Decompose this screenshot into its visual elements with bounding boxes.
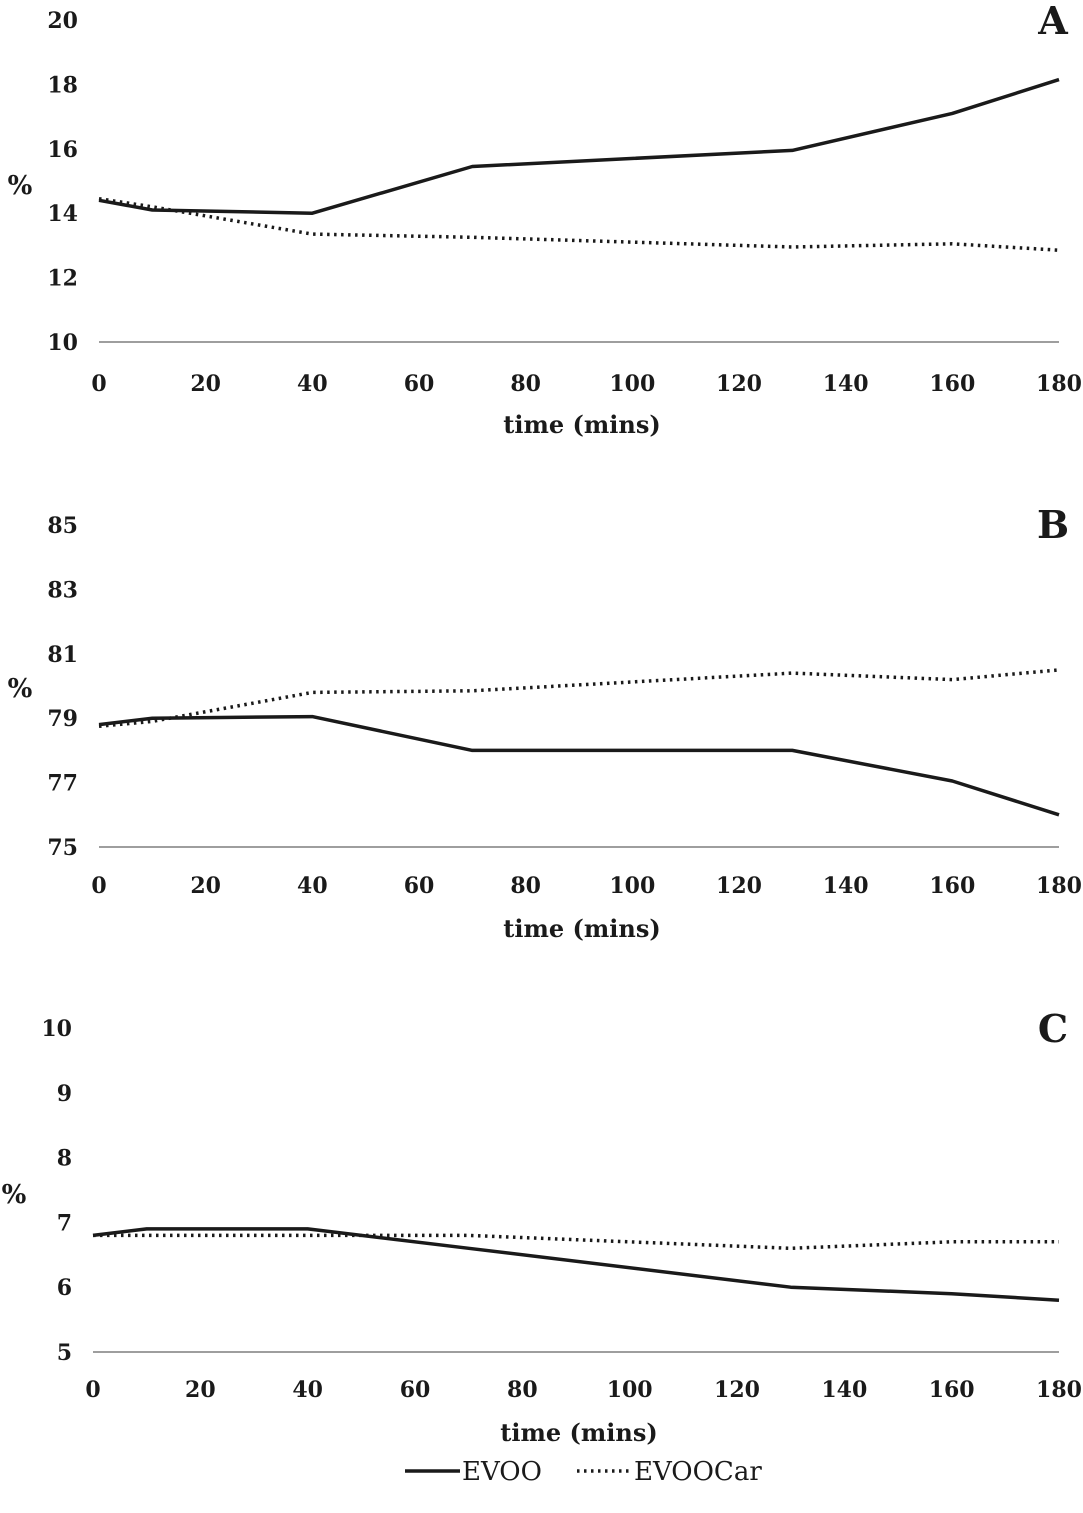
x-tick-label: 160 bbox=[929, 371, 975, 397]
y-tick-label: 75 bbox=[47, 835, 78, 861]
y-tick-label: 6 bbox=[57, 1275, 72, 1301]
series-line-evoocar bbox=[98, 196, 1060, 252]
panel-b: 75 77 79 81 83 85 0 20 40 60 80 100 120 140 160 180 time… bbox=[8, 502, 1082, 943]
x-tick-label: 180 bbox=[1036, 873, 1082, 899]
y-tick-label: 14 bbox=[47, 201, 78, 227]
y-tick-label: 18 bbox=[47, 72, 78, 98]
x-tick-label: 120 bbox=[714, 1377, 760, 1403]
x-tick-label: 40 bbox=[297, 371, 328, 397]
x-tick-label: 100 bbox=[607, 1377, 653, 1403]
legend-label-evoo: EVOO bbox=[462, 1457, 542, 1487]
panel-letter: C bbox=[1038, 1006, 1068, 1051]
panel-a: 10 12 14 16 18 20 0 20 40 60 80 100 120 140 160 180 time… bbox=[8, 0, 1082, 439]
y-tick-label: 79 bbox=[47, 706, 78, 732]
x-tick-label: 120 bbox=[716, 371, 762, 397]
x-tick-label: 40 bbox=[292, 1377, 323, 1403]
x-tick-label: 80 bbox=[507, 1377, 538, 1403]
x-tick-label: 20 bbox=[190, 371, 221, 397]
y-tick-label: 8 bbox=[57, 1146, 72, 1172]
y-tick-label: 83 bbox=[47, 577, 78, 603]
series-line-evoocar bbox=[93, 1233, 1059, 1251]
x-tick-label: 100 bbox=[609, 371, 655, 397]
series-line-evoo bbox=[98, 714, 1060, 817]
x-tick-label: 40 bbox=[297, 873, 328, 899]
y-tick-label: 10 bbox=[47, 330, 78, 356]
y-tick-label: 81 bbox=[47, 642, 78, 668]
x-tick-label: 140 bbox=[823, 873, 869, 899]
x-tick-label: 180 bbox=[1036, 371, 1082, 397]
series-line-evoo bbox=[92, 1227, 1060, 1302]
y-axis-title: % bbox=[8, 171, 33, 201]
x-tick-label: 0 bbox=[91, 873, 106, 899]
y-tick-label: 20 bbox=[47, 8, 78, 34]
x-tick-label: 140 bbox=[821, 1377, 867, 1403]
x-tick-label: 180 bbox=[1036, 1377, 1082, 1403]
y-tick-label: 9 bbox=[57, 1081, 72, 1107]
x-tick-label: 20 bbox=[185, 1377, 216, 1403]
legend-label-evoocar: EVOOCar bbox=[634, 1457, 762, 1487]
x-tick-label: 60 bbox=[404, 371, 435, 397]
x-axis-title: time (mins) bbox=[503, 410, 660, 439]
series-line-evoo bbox=[98, 77, 1060, 215]
x-tick-label: 0 bbox=[91, 371, 106, 397]
x-tick-label: 120 bbox=[716, 873, 762, 899]
y-tick-label: 77 bbox=[47, 771, 78, 797]
x-tick-label: 20 bbox=[190, 873, 221, 899]
x-tick-label: 60 bbox=[404, 873, 435, 899]
x-tick-label: 0 bbox=[85, 1377, 100, 1403]
y-axis-title: % bbox=[8, 674, 33, 704]
y-tick-label: 85 bbox=[47, 513, 78, 539]
x-tick-label: 80 bbox=[510, 371, 541, 397]
x-axis-title: time (mins) bbox=[500, 1418, 657, 1447]
x-tick-label: 100 bbox=[609, 873, 655, 899]
x-tick-label: 80 bbox=[510, 873, 541, 899]
x-tick-label: 60 bbox=[400, 1377, 431, 1403]
x-tick-label: 160 bbox=[929, 1377, 975, 1403]
y-tick-label: 10 bbox=[41, 1016, 72, 1042]
panel-letter: A bbox=[1037, 0, 1068, 43]
y-tick-label: 12 bbox=[47, 266, 78, 292]
x-axis-title: time (mins) bbox=[503, 914, 660, 943]
legend: EVOO EVOOCar bbox=[405, 1457, 762, 1487]
y-axis-title: % bbox=[2, 1180, 27, 1210]
panel-letter: B bbox=[1037, 502, 1069, 547]
x-tick-label: 160 bbox=[929, 873, 975, 899]
y-tick-label: 7 bbox=[57, 1210, 72, 1236]
y-tick-label: 5 bbox=[57, 1340, 72, 1366]
x-tick-label: 140 bbox=[823, 371, 869, 397]
y-tick-label: 16 bbox=[47, 137, 78, 163]
